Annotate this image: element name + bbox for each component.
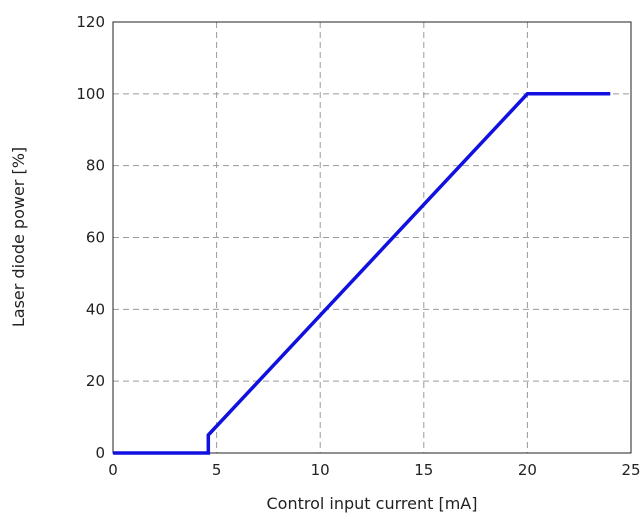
x-tick-labels: 0 5 10 15 20 25	[108, 461, 640, 479]
y-tick-label: 100	[76, 85, 105, 103]
y-tick-label: 120	[76, 13, 105, 31]
x-tick-label: 0	[108, 461, 118, 479]
y-tick-label: 60	[86, 229, 105, 247]
series-layer	[113, 92, 611, 455]
y-tick-labels: 0 20 40 60 80 100 120	[76, 13, 105, 462]
x-tick-label: 25	[621, 461, 640, 479]
y-tick-label: 20	[86, 372, 105, 390]
x-tick-label: 5	[212, 461, 222, 479]
plot-frame	[112, 21, 632, 454]
x-tick-label: 15	[414, 461, 433, 479]
grid	[113, 22, 631, 453]
x-tick-label: 20	[518, 461, 537, 479]
series-line	[113, 92, 611, 455]
x-tick-label: 10	[311, 461, 330, 479]
y-tick-label: 40	[86, 300, 105, 318]
y-axis-label: Laser diode power [%]	[9, 147, 28, 327]
y-tick-label: 0	[95, 444, 105, 462]
x-axis-label: Control input current [mA]	[267, 494, 478, 513]
y-tick-label: 80	[86, 157, 105, 175]
